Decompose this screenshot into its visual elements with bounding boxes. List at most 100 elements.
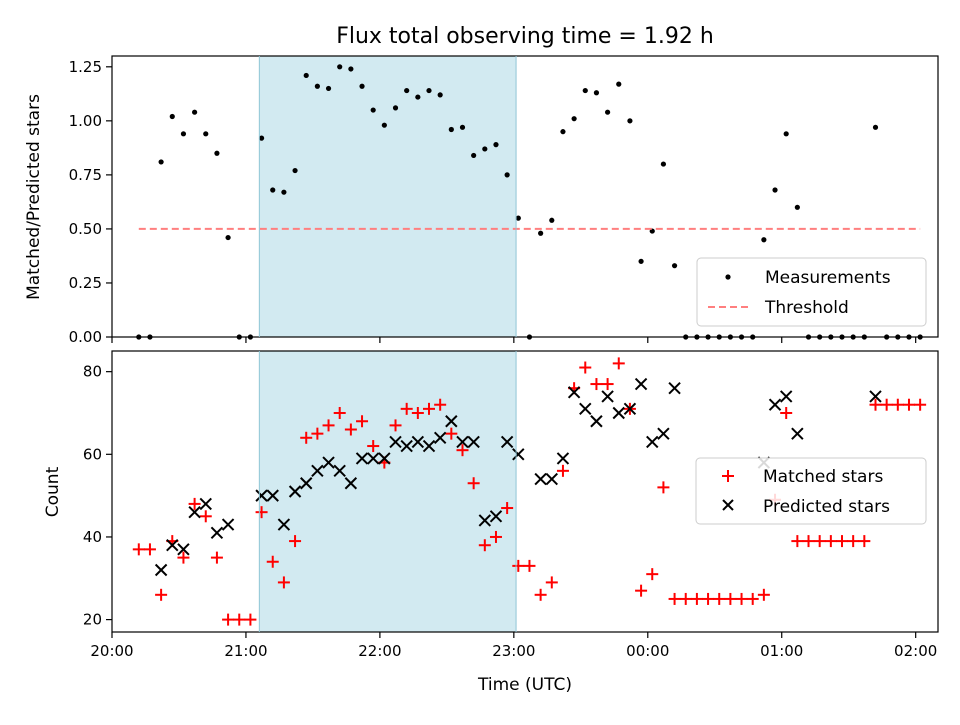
matched-star-point — [489, 530, 502, 543]
predicted-star-point — [333, 464, 346, 478]
predicted-star-point — [154, 563, 168, 577]
matched-star-point — [891, 398, 904, 411]
bottom-plot-frame — [111, 350, 939, 633]
predicted-star-point — [623, 402, 637, 416]
matched-star-point — [222, 613, 235, 626]
matched-star-point — [880, 398, 893, 411]
bottom-y-axis-label: Count — [43, 466, 63, 517]
measurement-point — [415, 94, 421, 100]
measurement-point — [214, 150, 220, 156]
bottom-y-tick-label: 60 — [83, 445, 102, 463]
matched-star-point — [713, 592, 726, 605]
measurement-point — [638, 258, 644, 264]
predicted-star-point — [277, 518, 291, 531]
predicted-star-point — [199, 497, 212, 511]
measurement-point — [549, 217, 555, 223]
matched-star-point — [757, 588, 770, 601]
matched-star-point — [579, 361, 592, 374]
matched-star-point — [423, 402, 436, 415]
measurement-point — [504, 172, 510, 178]
legend-matched-marker — [722, 470, 734, 482]
chart-title: Flux total observing time = 1.92 h — [336, 24, 714, 49]
measurement-point — [270, 187, 276, 193]
predicted-star-point — [601, 390, 614, 403]
matched-star-point — [724, 592, 737, 605]
predicted-star-point — [433, 431, 447, 444]
x-tick-label: 00:00 — [626, 642, 669, 660]
predicted-star-point — [255, 489, 268, 502]
top-y-tick-label: 1.25 — [69, 58, 102, 76]
measurement-point — [180, 131, 187, 137]
predicted-star-point — [400, 439, 413, 453]
x-tick-label: 01:00 — [760, 642, 803, 660]
predicted-star-point — [590, 415, 603, 428]
predicted-star-point — [545, 472, 558, 486]
matched-star-point — [534, 588, 547, 601]
matched-star-point — [512, 559, 525, 572]
predicted-star-point — [467, 435, 480, 449]
matched-star-point — [746, 592, 759, 605]
measurement-point — [660, 161, 667, 167]
measurement-point — [872, 124, 879, 130]
matched-star-point — [601, 378, 614, 391]
top-panel: 0.00 0.25 0.50 0.75 1.00 1.25 Matched/Predict… — [24, 55, 939, 346]
predicted-star-point — [612, 406, 625, 420]
predicted-star-point — [768, 398, 782, 411]
predicted-star-point — [221, 518, 235, 531]
legend-measurements-marker — [725, 274, 731, 280]
predicted-star-point — [411, 435, 425, 449]
measurement-point — [459, 124, 466, 130]
measurement-point — [158, 159, 164, 165]
legend-predicted-label: Predicted stars — [763, 497, 890, 517]
top-y-tick-label: 0.25 — [69, 274, 102, 292]
measurement-point — [560, 129, 566, 135]
measurement-point — [794, 204, 800, 210]
matched-star-point — [411, 406, 424, 419]
predicted-star-point — [378, 452, 391, 465]
measurement-point — [571, 116, 577, 122]
measurement-point — [192, 109, 198, 115]
matched-star-point — [434, 398, 447, 411]
measurement-point — [169, 113, 175, 120]
matched-star-point — [367, 440, 380, 453]
matched-star-point — [702, 592, 715, 605]
predicted-star-point — [567, 386, 581, 399]
x-axis-label: Time (UTC) — [477, 675, 572, 695]
predicted-star-point — [512, 448, 525, 461]
matched-star-point — [311, 427, 324, 440]
matched-star-point — [277, 576, 290, 589]
measurement-point — [426, 87, 432, 94]
matched-star-point — [233, 613, 246, 626]
matched-star-point — [523, 559, 536, 572]
measurement-point — [303, 72, 309, 79]
matched-star-point — [590, 378, 603, 391]
predicted-star-point — [311, 464, 324, 478]
matched-star-point — [255, 506, 268, 519]
top-plot-frame — [111, 55, 939, 338]
matched-star-point — [847, 535, 860, 548]
predicted-star-point — [668, 381, 681, 395]
x-tick-label: 20:00 — [90, 642, 133, 660]
top-legend: Measurements Threshold — [696, 257, 927, 327]
bottom-y-tick-label: 20 — [83, 611, 102, 629]
matched-star-point — [858, 535, 871, 548]
matched-star-point — [445, 427, 458, 440]
predicted-star-point — [634, 377, 648, 391]
predicted-star-point — [445, 415, 458, 428]
predicted-star-point — [489, 510, 503, 523]
matched-star-point — [668, 592, 681, 605]
measurement-point — [203, 131, 209, 137]
matched-star-point — [244, 613, 257, 626]
predicted-star-point — [188, 505, 201, 519]
predicted-star-point — [534, 472, 547, 486]
measurement-point — [225, 234, 231, 241]
matched-star-point — [869, 398, 882, 411]
top-y-tick-label: 0.50 — [69, 220, 102, 238]
matched-star-point — [155, 588, 168, 601]
measurement-point — [404, 87, 410, 94]
legend-threshold-label: Threshold — [764, 298, 849, 318]
top-y-tick-label: 0.00 — [69, 328, 102, 346]
matched-star-point — [646, 568, 659, 581]
bottom-legend: Matched stars Predicted stars — [695, 457, 927, 525]
matched-star-point — [266, 555, 279, 568]
